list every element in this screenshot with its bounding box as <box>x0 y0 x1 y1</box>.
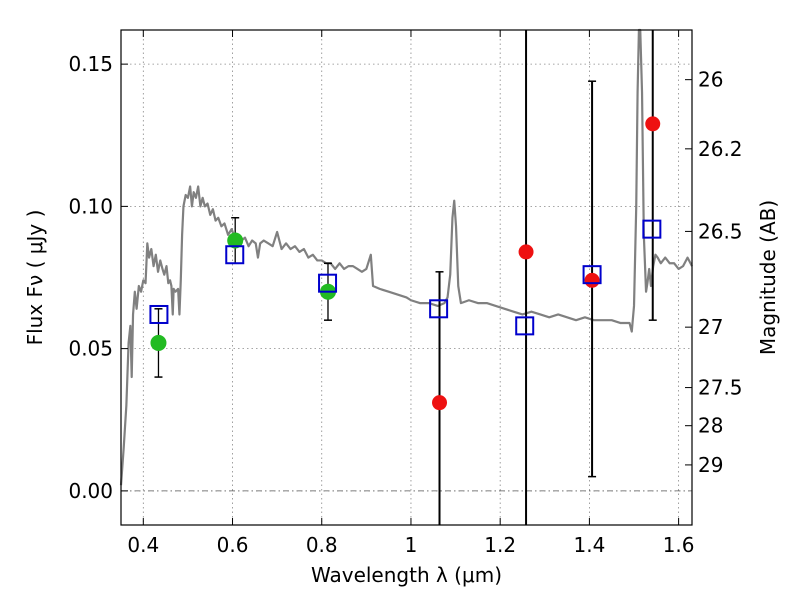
right-tick-label: 26.2 <box>698 137 743 161</box>
right-tick-label: 29 <box>698 453 723 477</box>
right-tick-label: 26.5 <box>698 219 743 243</box>
x-tick-label: 1.4 <box>573 533 605 557</box>
right-tick-label: 27.5 <box>698 376 743 400</box>
x-tick-label: 0.4 <box>127 533 159 557</box>
detection-point <box>150 335 166 351</box>
x-tick-label: 1.6 <box>663 533 695 557</box>
x-tick-label: 0.6 <box>217 533 249 557</box>
right-axis-label: Magnitude (AB) <box>756 200 780 355</box>
right-tick-label: 27 <box>698 315 723 339</box>
nondetection-point <box>519 244 534 259</box>
right-tick-label: 28 <box>698 414 723 438</box>
sed-chart: 0.4 0.6 0.8 1 1.2 1.4 1.6 0.00 0.05 0.10 0.15 26 26.… <box>0 0 800 600</box>
y-tick-label: 0.00 <box>68 479 113 503</box>
x-tick-label: 1.2 <box>484 533 516 557</box>
chart-background <box>0 0 800 600</box>
nondetection-point <box>585 273 600 288</box>
x-tick-label: 0.8 <box>306 533 338 557</box>
y-tick-label: 0.05 <box>68 337 113 361</box>
y-axis-label: Flux Fν ( μJy ) <box>23 210 47 346</box>
nondetection-point <box>432 395 447 410</box>
right-tick-label: 26 <box>698 68 723 92</box>
nondetection-point <box>645 116 660 131</box>
y-tick-label: 0.15 <box>68 52 113 76</box>
y-tick-label: 0.10 <box>68 194 113 218</box>
x-tick-label: 1 <box>405 533 418 557</box>
x-axis-label: Wavelength λ (μm) <box>311 563 502 587</box>
